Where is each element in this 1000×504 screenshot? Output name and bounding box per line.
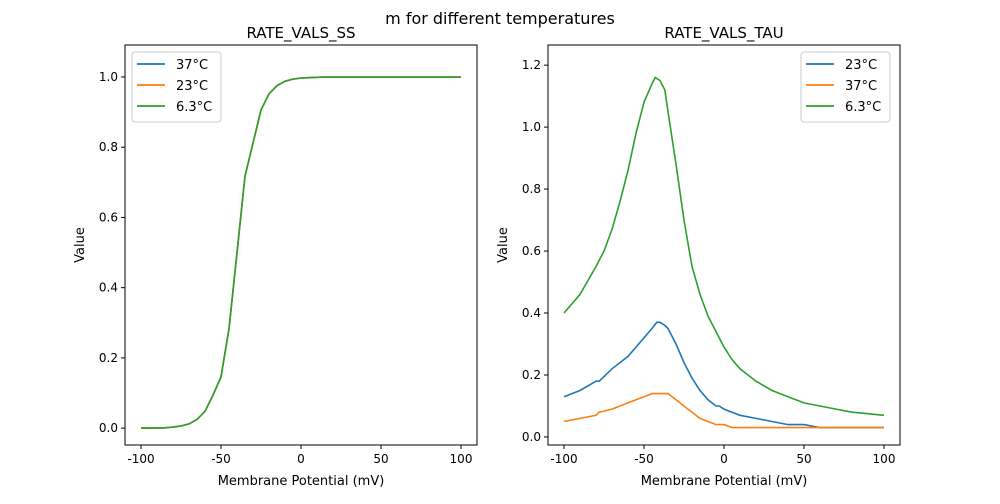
- x-tick-label: 0: [297, 452, 305, 466]
- x-tick-label: -50: [634, 452, 654, 466]
- axes-2: RATE_VALS_TAU -100 -50 0 50 100 0.0 0.2 0.4 0.6 0.…: [496, 24, 901, 489]
- y-tick-label: 0.6: [522, 244, 541, 258]
- y-tick-label: 0.8: [522, 182, 541, 196]
- legend-entry: 6.3°C: [176, 100, 212, 115]
- y-axis-label: Value: [73, 227, 88, 263]
- series-line-37°C: [563, 392, 884, 429]
- y-tick-label: 1.0: [99, 70, 118, 84]
- series-line-23°C: [141, 76, 461, 429]
- legend: 23°C 37°C 6.3°C: [800, 51, 891, 123]
- y-tick-label: 0.6: [99, 210, 118, 224]
- y-tick-label: 1.2: [522, 58, 541, 72]
- series-line-37°C: [141, 76, 461, 429]
- legend-frame: [131, 51, 222, 123]
- legend-frame: [800, 51, 891, 123]
- y-tick-label: 0.4: [522, 306, 541, 320]
- axes-1: RATE_VALS_SS -100 -50 0 50 100 0.0 0.2 0.4 0.6 0.8…: [73, 24, 478, 489]
- x-axis-label: Membrane Potential (mV): [641, 474, 808, 489]
- x-tick-label: -100: [550, 452, 577, 466]
- series-line-6.3°C: [563, 76, 885, 417]
- y-tick-label: 0.2: [99, 351, 118, 365]
- legend-entry: 37°C: [845, 79, 877, 94]
- x-tick-label: 50: [796, 452, 811, 466]
- axes-title: RATE_VALS_TAU: [664, 24, 783, 43]
- x-axis-label: Membrane Potential (mV): [218, 474, 385, 489]
- legend-entry: 37°C: [176, 58, 208, 73]
- figure-suptitle: m for different temperatures: [385, 9, 615, 28]
- x-tick-label: 0: [720, 452, 728, 466]
- series-line-23°C: [563, 321, 884, 429]
- legend: 37°C 23°C 6.3°C: [131, 51, 222, 123]
- x-tick-label: 50: [373, 452, 388, 466]
- x-tick-label: 100: [873, 452, 896, 466]
- legend-entry: 6.3°C: [845, 100, 881, 115]
- axes-title: RATE_VALS_SS: [246, 24, 355, 43]
- y-tick-label: 0.0: [522, 430, 541, 444]
- legend-entry: 23°C: [845, 58, 877, 73]
- y-tick-label: 1.0: [522, 120, 541, 134]
- x-tick-label: -100: [127, 452, 154, 466]
- series-line-6.3°C: [141, 76, 461, 429]
- legend-entry: 23°C: [176, 79, 208, 94]
- y-tick-label: 0.2: [522, 368, 541, 382]
- y-tick-label: 0.0: [99, 421, 118, 435]
- x-tick-label: -50: [211, 452, 231, 466]
- y-tick-label: 0.8: [99, 140, 118, 154]
- x-tick-label: 100: [450, 452, 473, 466]
- y-tick-label: 0.4: [99, 281, 118, 295]
- y-axis-label: Value: [496, 227, 511, 263]
